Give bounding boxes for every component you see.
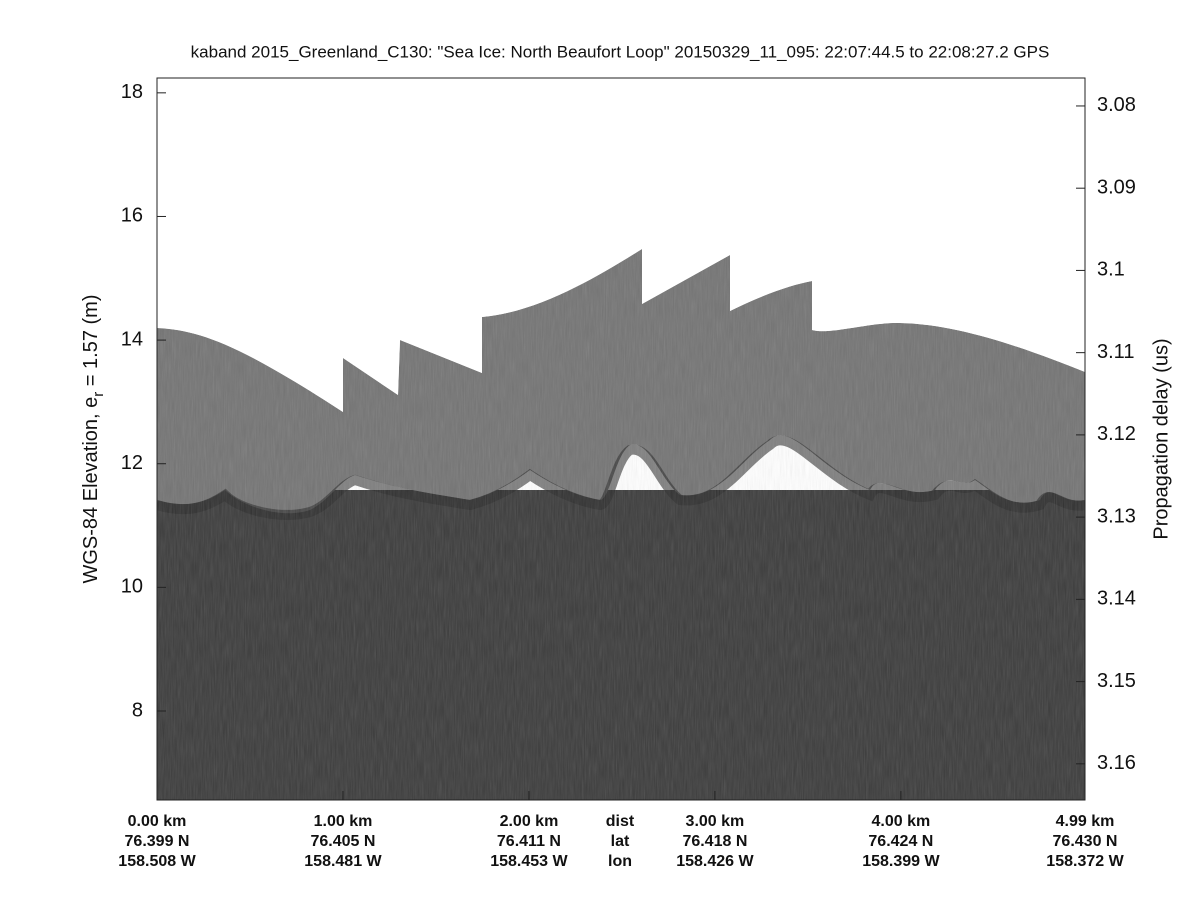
echogram xyxy=(157,78,1085,800)
y2-tick-label: 3.15 xyxy=(1097,670,1136,692)
y2-axis-label: Propagation delay (us) xyxy=(1150,338,1172,539)
y2-tick-label: 3.09 xyxy=(1097,176,1136,198)
chart-title: kaband 2015_Greenland_C130: "Sea Ice: No… xyxy=(191,42,1050,61)
x-tick-label: 1.00 km xyxy=(314,813,373,830)
x-lat-label: 76.405 N xyxy=(311,833,376,850)
plot-frame xyxy=(156,77,1086,801)
x-row-label: lat xyxy=(611,833,630,850)
y-label-text: WGS-84 Elevation, e xyxy=(80,397,102,584)
x-lon-label: 158.481 W xyxy=(304,853,382,870)
x-lat-label: 76.424 N xyxy=(868,833,933,850)
y2-tick-label: 3.08 xyxy=(1097,94,1136,116)
y2-tick-label: 3.12 xyxy=(1097,423,1136,445)
y2-tick-label: 3.13 xyxy=(1097,505,1136,527)
x-lon-label: 158.453 W xyxy=(490,853,568,870)
x-lat-label: 76.411 N xyxy=(497,833,561,850)
y-label-sub: r xyxy=(90,392,107,397)
x-lat-label: 76.430 N xyxy=(1053,833,1118,850)
x-tick-label: 3.00 km xyxy=(686,813,745,830)
y-axis-label: WGS-84 Elevation, er = 1.57 (m) xyxy=(80,294,107,583)
x-tick-label: 4.99 km xyxy=(1056,813,1115,830)
y2-tick-label: 3.16 xyxy=(1097,752,1136,774)
y-label-rest: = 1.57 (m) xyxy=(80,294,102,391)
x-lat-label: 76.399 N xyxy=(125,833,190,850)
x-lon-label: 158.426 W xyxy=(676,853,754,870)
x-row-label: dist xyxy=(606,813,635,830)
x-lon-label: 158.372 W xyxy=(1046,853,1124,870)
y2-tick-label: 3.14 xyxy=(1097,588,1136,610)
y-tick-label: 18 xyxy=(121,81,143,103)
above-surface xyxy=(157,78,1085,412)
x-lon-label: 158.399 W xyxy=(862,853,940,870)
y-tick-label: 12 xyxy=(121,452,143,474)
x-tick-label: 2.00 km xyxy=(500,813,559,830)
y-tick-label: 10 xyxy=(121,576,143,598)
x-row-label: lon xyxy=(608,853,632,870)
y-tick-label: 14 xyxy=(121,328,143,350)
y-tick-label: 16 xyxy=(121,205,143,227)
x-lon-label: 158.508 W xyxy=(118,853,196,870)
y2-tick-label: 3.1 xyxy=(1097,259,1125,281)
x-tick-label: 0.00 km xyxy=(128,813,187,830)
y2-tick-label: 3.11 xyxy=(1097,341,1134,363)
y-tick-label: 8 xyxy=(132,699,143,721)
x-lat-label: 76.418 N xyxy=(682,833,747,850)
x-tick-label: 4.00 km xyxy=(872,813,931,830)
